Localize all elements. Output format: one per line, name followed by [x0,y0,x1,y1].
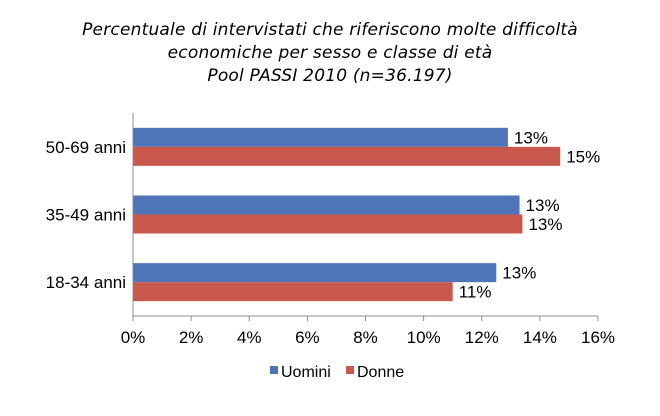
x-tick-label: 16% [581,328,615,347]
legend-swatch-donne [346,366,354,374]
x-tick-label: 12% [465,328,499,347]
chart-title-line-3: Pool PASSI 2010 (n=36.197) [207,66,453,86]
category-label: 18-34 anni [46,273,126,292]
data-label: 13% [502,264,536,283]
bar-uomini [133,127,508,147]
data-label: 13% [528,215,562,234]
bar-uomini [133,263,497,283]
bar-donne [133,214,523,234]
chart-title-line-2: economiche per sesso e classe di età [167,43,493,63]
x-tick-label: 4% [237,328,262,347]
x-tick-label: 8% [353,328,378,347]
legend-swatch-uomini [270,366,278,374]
x-tick-label: 2% [179,328,204,347]
x-tick-label: 14% [523,328,557,347]
legend-label: Donne [357,364,404,381]
x-tick-label: 0% [121,328,146,347]
bar-uomini [133,195,520,215]
x-tick-label: 6% [295,328,320,347]
data-label: 15% [566,147,600,166]
chart-title-line-1: Percentuale di intervistati che riferisc… [82,20,578,40]
category-label: 50-69 anni [46,138,126,157]
x-tick-label: 10% [407,328,441,347]
legend-label: Uomini [281,364,331,381]
data-label: 13% [514,128,548,147]
category-label: 35-49 anni [46,206,126,225]
data-label: 13% [526,196,560,215]
bar-donne [133,282,453,302]
bar-donne [133,146,561,166]
data-label: 11% [459,283,492,302]
